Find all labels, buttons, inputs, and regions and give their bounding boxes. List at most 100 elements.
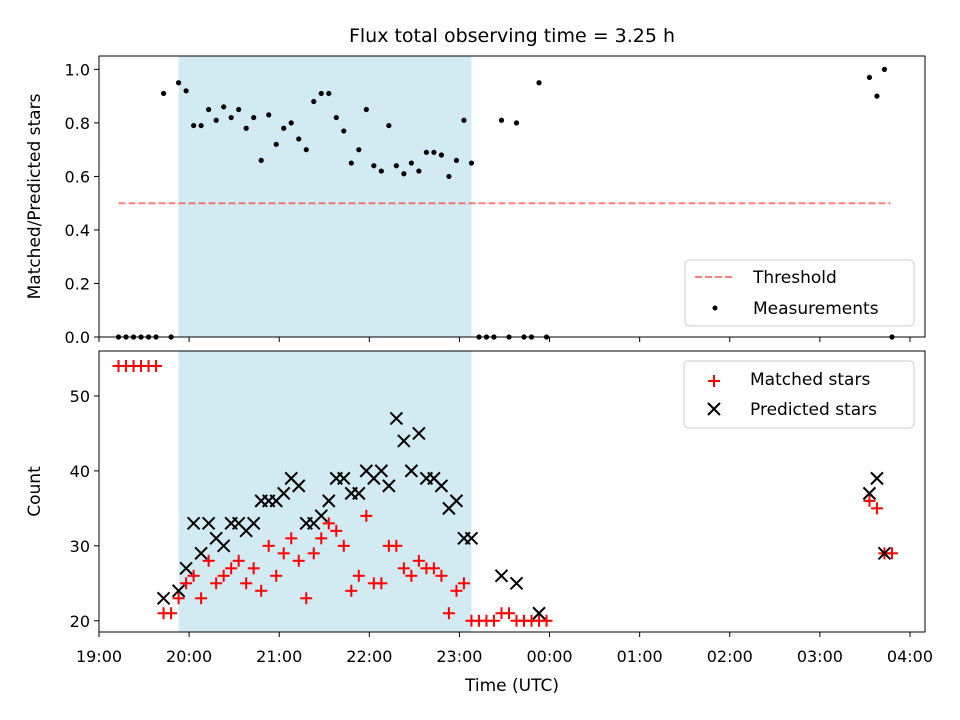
predicted-star-marker — [404, 464, 419, 478]
matched-star-marker — [502, 607, 515, 620]
matched-star-marker — [240, 577, 253, 590]
matched-star-marker — [315, 532, 328, 545]
matched-star-marker — [232, 554, 245, 567]
x-tick-label: 03:00 — [797, 647, 843, 666]
predicted-star-marker — [532, 606, 546, 620]
measurement-point — [273, 141, 279, 147]
measurement-point — [401, 171, 407, 177]
measurement-point — [438, 152, 445, 158]
bottom-x-ticks: 19:00 20:00 21:00 22:00 23:00 00:00 01:00 02:00… — [76, 632, 933, 666]
y-tick-label: 1.0 — [65, 60, 90, 79]
top-y-ticks: 0.0 0.2 0.4 0.6 0.8 1.0 — [65, 60, 99, 347]
x-tick-label: 20:00 — [166, 647, 212, 666]
measurement-point — [874, 93, 880, 99]
predicted-star-marker — [277, 486, 291, 501]
measurement-point — [288, 120, 294, 126]
bottom-panel: 20 30 40 50 19:00 20:00 21:00 22:00 23:00 00:00 0… — [25, 350, 933, 696]
matched-star-marker — [255, 584, 268, 597]
measurements-legend-swatch — [712, 305, 718, 311]
predicted-star-marker — [862, 486, 877, 501]
predicted-star-marker — [434, 479, 449, 493]
measurement-point — [266, 112, 272, 118]
predicted-star-marker — [246, 516, 261, 531]
measurement-point — [326, 90, 332, 97]
y-tick-label: 0.2 — [65, 274, 90, 293]
predicted-star-marker — [374, 464, 389, 478]
measurement-point — [356, 147, 362, 153]
x-tick-label: 19:00 — [76, 647, 122, 666]
x-tick-label: 23:00 — [436, 647, 482, 666]
matched-star-marker — [435, 569, 448, 582]
predicted-star-marker — [877, 546, 892, 561]
matched-star-marker — [165, 607, 178, 620]
predicted-star-marker — [292, 479, 306, 493]
legend-predicted-label: Predicted stars — [750, 400, 877, 420]
matched-star-marker — [405, 569, 418, 582]
predicted-star-marker — [389, 411, 404, 426]
top-axes-frame — [98, 55, 926, 338]
legend-matched-label: Matched stars — [750, 370, 870, 390]
top-panel: 0.0 0.2 0.4 0.6 0.8 1.0 Matched/Predicted sta… — [25, 55, 926, 347]
measurement-point — [228, 114, 234, 121]
x-tick-label: 00:00 — [526, 647, 572, 666]
predicted-legend-swatch — [707, 402, 721, 416]
y-tick-label: 50 — [70, 387, 90, 406]
measurement-point — [243, 125, 249, 131]
measurement-point — [348, 160, 354, 166]
measurement-point — [536, 80, 542, 86]
matched-star-marker — [172, 592, 185, 605]
predicted-star-marker — [449, 494, 464, 508]
matched-star-marker — [870, 502, 883, 515]
matched-star-marker — [307, 547, 320, 560]
predicted-star-marker — [216, 539, 231, 553]
matched-star-marker — [210, 577, 223, 590]
measurement-point — [423, 149, 429, 155]
matched-star-marker — [375, 577, 388, 590]
measurement-point — [236, 106, 242, 113]
matched-star-marker — [885, 547, 898, 560]
matched-star-marker — [292, 554, 305, 567]
measurement-point — [416, 168, 422, 174]
measurement-point — [461, 117, 467, 123]
x-axis-label: Time (UTC) — [464, 676, 559, 696]
measurement-point — [251, 114, 257, 121]
measurement-point — [318, 90, 324, 97]
bottom-y-axis-label: Count — [25, 466, 45, 517]
predicted-star-marker — [494, 569, 509, 583]
measurement-point — [175, 80, 182, 86]
y-tick-label: 0.6 — [65, 167, 90, 186]
predicted-star-marker — [397, 434, 411, 448]
x-tick-label: 02:00 — [707, 647, 753, 666]
matched-star-marker — [322, 517, 335, 530]
matched-star-marker — [195, 592, 208, 605]
top-y-axis-label: Matched/Predicted stars — [25, 93, 45, 299]
matched-star-marker — [863, 494, 876, 507]
matched-star-marker — [450, 584, 463, 597]
predicted-star-marker — [412, 426, 426, 441]
predicted-star-marker — [186, 516, 201, 531]
predicted-star-marker — [171, 584, 186, 598]
y-tick-label: 30 — [70, 537, 90, 556]
y-tick-label: 0.8 — [65, 114, 90, 133]
measurement-point — [431, 149, 437, 155]
matched-star-marker — [337, 539, 350, 552]
measurement-point — [446, 173, 452, 180]
measurement-point — [363, 106, 369, 113]
predicted-star-marker — [870, 471, 884, 486]
predicted-star-marker — [156, 591, 171, 605]
predicted-star-marker — [382, 479, 396, 493]
bottom-axes-frame — [98, 350, 926, 633]
matched-star-marker — [330, 524, 343, 537]
measurement-point — [341, 128, 347, 134]
matched-star-marker — [180, 577, 193, 590]
matched-star-marker — [217, 569, 230, 582]
top-x-ticks — [98, 337, 911, 342]
predicted-star-marker — [464, 531, 479, 546]
measurement-point — [453, 157, 460, 163]
matched-star-marker — [270, 569, 283, 582]
measurement-point — [303, 147, 309, 153]
matched-star-marker — [300, 592, 313, 605]
predicted-star-marker — [201, 516, 216, 531]
top-legend: Threshold Measurements — [684, 259, 915, 327]
